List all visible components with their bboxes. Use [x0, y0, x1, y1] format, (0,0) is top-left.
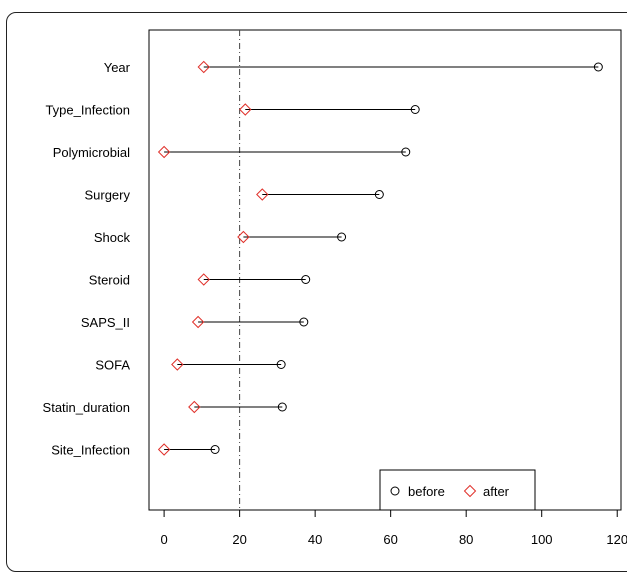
category-label: Shock [94, 230, 131, 245]
x-tick-label: 20 [232, 532, 246, 547]
before-point [374, 190, 384, 199]
legend-before-label: before [408, 484, 445, 499]
category-label: Site_Infection [51, 443, 130, 458]
before-point [277, 402, 287, 412]
x-tick-label: 100 [531, 532, 553, 547]
after-point [239, 103, 252, 116]
rows-layer: Year Type_Infection Polymicrobial Surgery Sh… [43, 60, 603, 458]
after-point [237, 230, 250, 244]
category-label: Surgery [84, 188, 130, 203]
after-point [191, 315, 205, 329]
row-type-infection: Type_Infection [45, 103, 420, 118]
before-point [337, 232, 347, 242]
category-label: SOFA [95, 358, 130, 373]
category-label: Statin_duration [43, 400, 130, 415]
before-point [299, 317, 309, 327]
legend-before-marker [390, 486, 400, 496]
category-label: Polymicrobial [53, 145, 130, 160]
category-label: Year [104, 60, 131, 75]
legend-after-label: after [483, 484, 510, 499]
legend-after-marker [463, 484, 477, 498]
row-sofa: SOFA [95, 358, 286, 373]
after-point [157, 145, 171, 159]
after-point [171, 358, 184, 371]
before-point [210, 445, 220, 454]
x-tick-label: 0 [160, 532, 167, 547]
x-tick-label: 120 [606, 532, 627, 547]
row-shock: Shock [94, 230, 347, 245]
legend-box [379, 469, 536, 511]
legend: before after [379, 469, 536, 511]
before-point [301, 275, 311, 284]
plot-area [148, 29, 622, 511]
category-label: SAPS_II [81, 315, 130, 330]
before-point [401, 147, 411, 157]
row-statin-duration: Statin_duration [43, 400, 287, 415]
after-point [197, 60, 210, 74]
after-point [188, 400, 201, 414]
row-steroid: Steroid [89, 273, 311, 288]
dot-chart: Year Type_Infection Polymicrobial Surgery Sh… [43, 29, 627, 547]
category-label: Steroid [89, 273, 130, 288]
before-point [593, 62, 603, 72]
after-point [197, 273, 210, 286]
row-site-infection: Site_Infection [51, 443, 220, 458]
x-axis: 0 20 40 60 80 100 120 [160, 510, 627, 547]
after-point [157, 443, 171, 456]
x-tick-label: 80 [459, 532, 473, 547]
x-tick-label: 60 [383, 532, 397, 547]
row-polymicrobial: Polymicrobial [53, 145, 411, 160]
x-tick-label: 40 [308, 532, 322, 547]
after-point [256, 188, 269, 201]
row-saps-ii: SAPS_II [81, 315, 309, 330]
before-point [276, 360, 286, 369]
row-surgery: Surgery [84, 188, 384, 203]
row-year: Year [104, 60, 603, 75]
before-point [410, 105, 420, 114]
category-label: Type_Infection [45, 103, 130, 118]
